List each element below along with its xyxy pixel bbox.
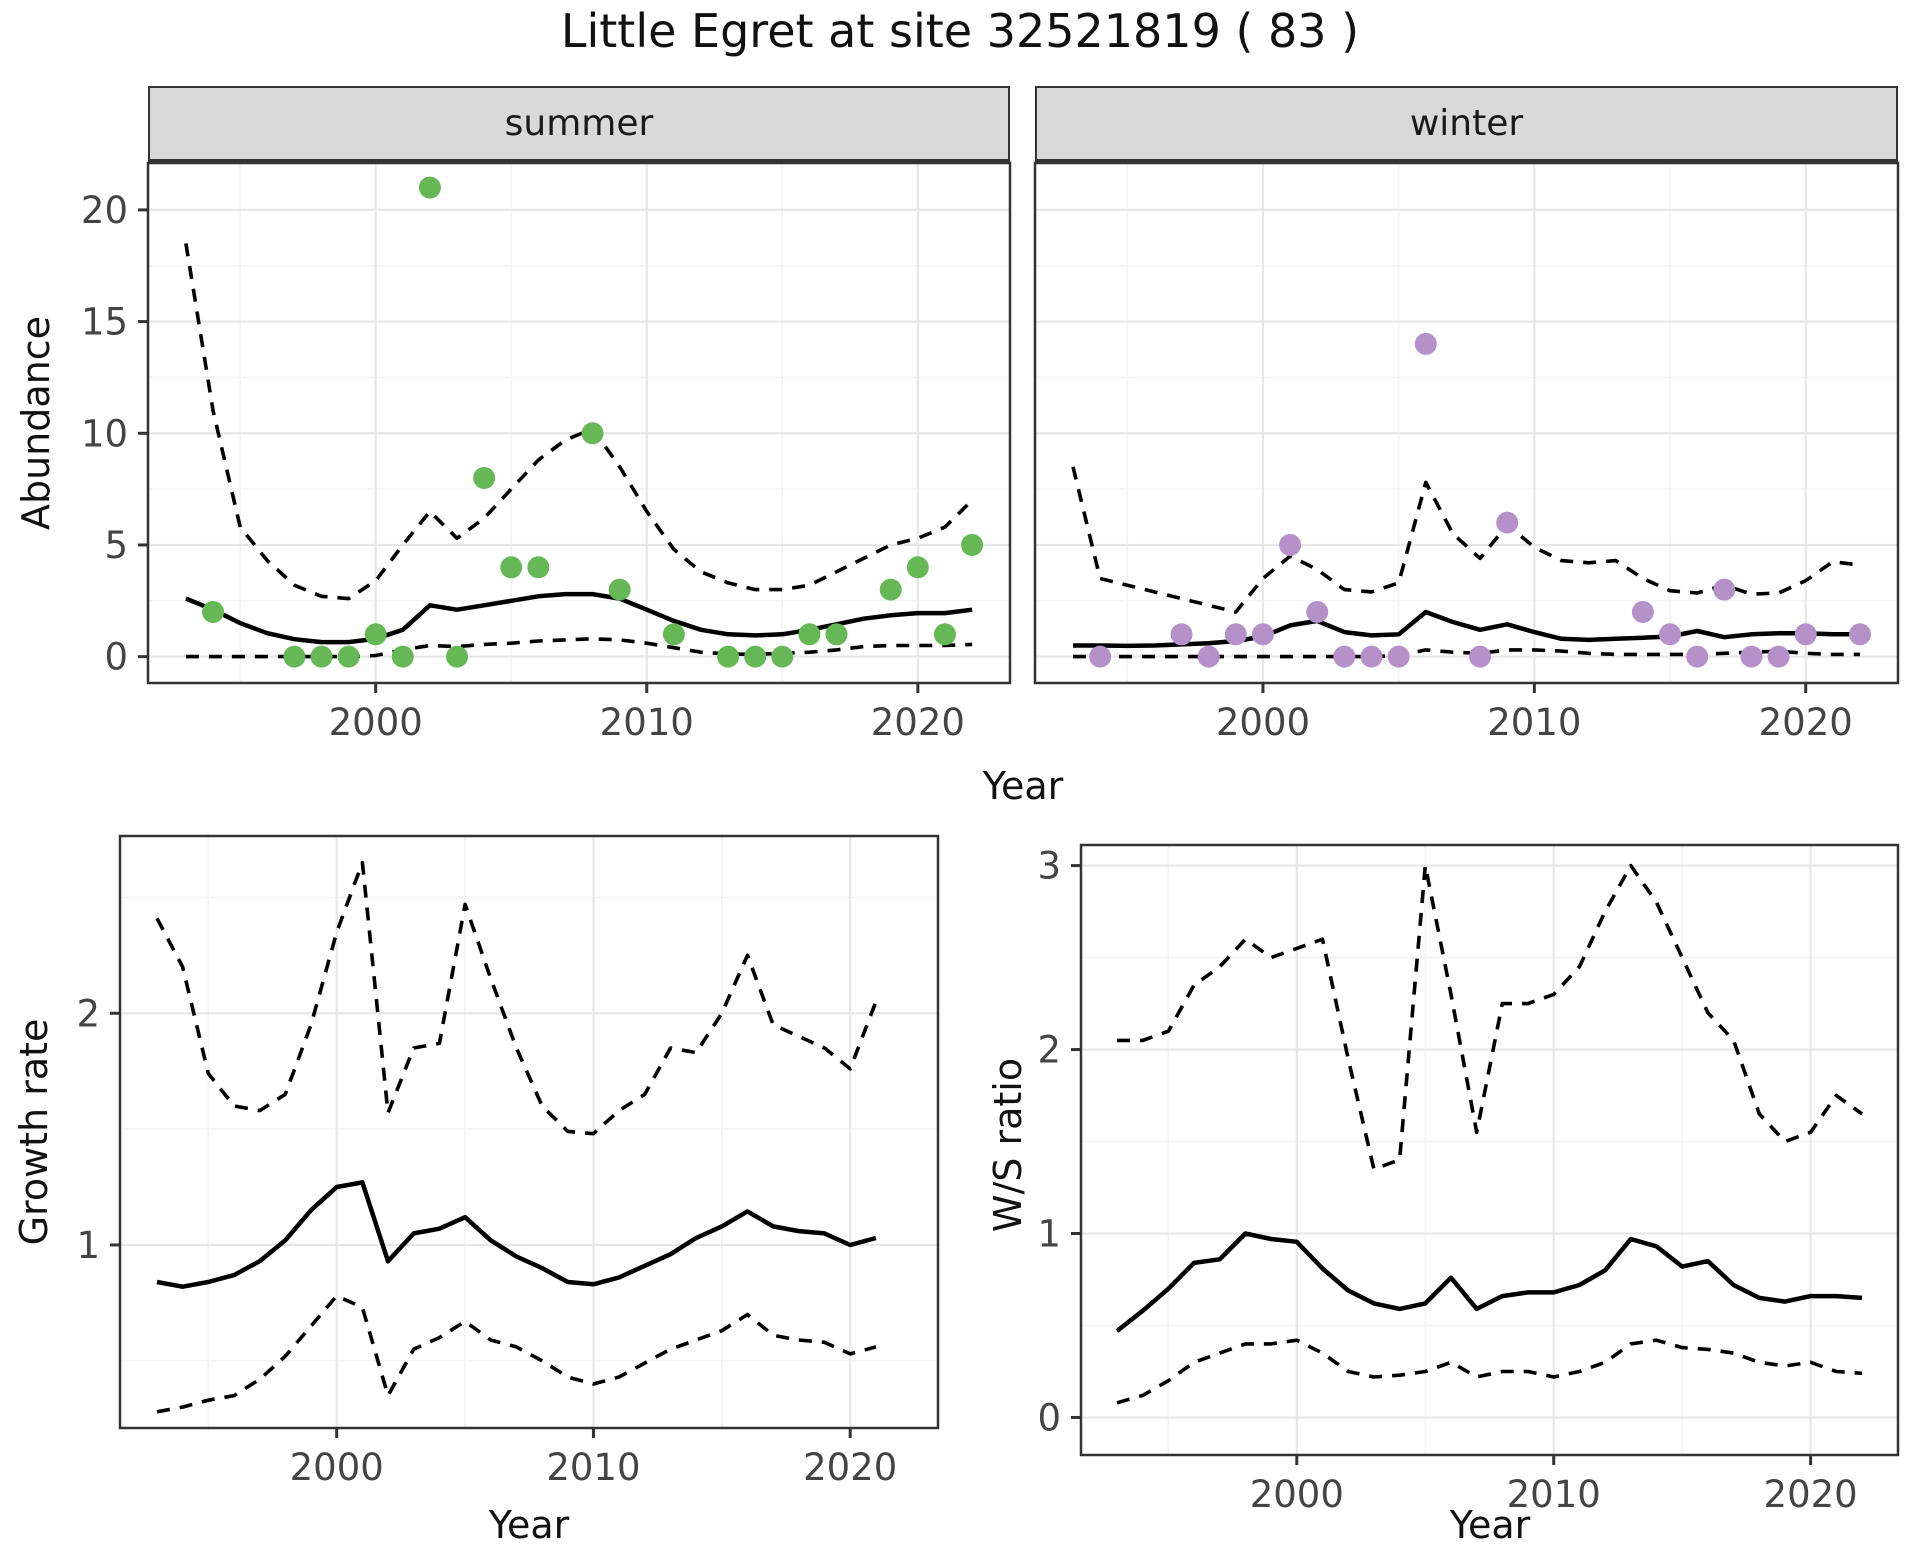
winter-x-tick-label: 2010: [1487, 701, 1581, 744]
ws-y-tick-label: 2: [1037, 1029, 1061, 1072]
summer-data-point: [798, 623, 821, 646]
summer-data-point: [446, 645, 469, 668]
summer-data-point: [825, 623, 848, 646]
panel-growth: 2000 2010 2020 1 2: [76, 834, 940, 1489]
summer-data-point: [717, 645, 740, 668]
ws-x-tick-label: 2020: [1764, 1473, 1858, 1516]
summer-data-point: [906, 556, 929, 579]
y-axis-title-ws-ratio: W/S ratio: [986, 1057, 1030, 1233]
winter-data-point: [1251, 623, 1274, 646]
summer-data-point: [391, 645, 414, 668]
ws-lower_ci-line: [1116, 1338, 1863, 1405]
winter-lower_ci-line: [1073, 648, 1860, 659]
x-axis-title-year-top: Year: [982, 764, 1064, 808]
summer-data-point: [310, 645, 333, 668]
winter-x-tick-label: 2020: [1759, 701, 1853, 744]
facet-strip-winter-label: winter: [1409, 103, 1524, 144]
winter-data-point: [1387, 645, 1410, 668]
winter-data-point: [1306, 600, 1329, 623]
summer-y-tick-label: 0: [104, 636, 128, 679]
facet-strip-winter: winter: [1035, 86, 1898, 163]
growth-x-tick-label: 2000: [290, 1446, 384, 1489]
chart-title: Little Egret at site 32521819 ( 83 ): [560, 4, 1360, 58]
summer-data-point: [581, 422, 604, 445]
summer-data-point: [364, 623, 387, 646]
ws-y-tick-label: 0: [1037, 1396, 1061, 1439]
summer-mean-line: [185, 591, 973, 645]
summer-data-point: [527, 556, 550, 579]
facet-strip-summer: summer: [148, 86, 1010, 163]
summer-y-tick-label: 20: [81, 189, 128, 232]
summer-data-point: [662, 623, 685, 646]
ws-y-tick-label: 1: [1037, 1213, 1061, 1256]
growth-lower_ci-line: [156, 1294, 877, 1414]
summer-x-tick-label: 2020: [871, 701, 965, 744]
winter-data-point: [1686, 645, 1709, 668]
summer-y-tick-label: 5: [104, 524, 128, 567]
summer-data-point: [283, 645, 306, 668]
summer-x-tick-label: 2000: [329, 701, 423, 744]
summer-data-point: [337, 645, 360, 668]
y-axis-title-abundance: Abundance: [14, 315, 58, 531]
facet-strip-summer-label: summer: [504, 103, 654, 144]
winter-data-point: [1740, 645, 1763, 668]
ws-x-tick-label: 2010: [1507, 1473, 1601, 1516]
summer-x-tick-label: 2010: [600, 701, 694, 744]
panel-winter: 2000 2010 2020: [1033, 161, 1900, 744]
x-axis-title-year-growth: Year: [488, 1503, 570, 1547]
growth-upper_ci-line: [155, 860, 878, 1136]
winter-data-point: [1469, 645, 1492, 668]
winter-data-point: [1224, 623, 1247, 646]
growth-x-tick-label: 2020: [803, 1446, 897, 1489]
winter-data-point: [1414, 332, 1437, 355]
winter-data-point: [1713, 578, 1736, 601]
growth-x-tick-label: 2010: [546, 1446, 640, 1489]
summer-upper_ci-line: [184, 243, 974, 601]
ws-mean-line: [1115, 1231, 1863, 1333]
summer-data-point: [202, 600, 225, 623]
winter-data-point: [1767, 645, 1790, 668]
winter-x-tick-label: 2000: [1216, 701, 1310, 744]
ws-x-tick-label: 2000: [1250, 1473, 1344, 1516]
summer-data-point: [473, 466, 496, 489]
panel-ws: 2000 2010 2020 0 1 2 3: [1037, 843, 1900, 1516]
winter-mean-line: [1073, 609, 1860, 649]
growth-y-tick-label: 2: [76, 992, 100, 1035]
winter-data-point: [1170, 623, 1193, 646]
winter-data-point: [1089, 645, 1112, 668]
winter-data-point: [1360, 645, 1383, 668]
summer-data-point: [744, 645, 767, 668]
summer-y-tick-label: 15: [81, 301, 128, 344]
winter-data-point: [1333, 645, 1356, 668]
winter-data-point: [1794, 623, 1817, 646]
summer-data-point: [961, 533, 984, 556]
summer-data-point: [608, 578, 631, 601]
winter-data-point: [1631, 600, 1654, 623]
summer-data-point: [418, 176, 441, 199]
winter-upper_ci-line: [1071, 466, 1861, 614]
summer-data-point: [879, 578, 902, 601]
y-axis-title-growth-rate: Growth rate: [12, 1018, 56, 1246]
summer-data-point: [771, 645, 794, 668]
summer-data-point: [500, 556, 523, 579]
winter-data-point: [1197, 645, 1220, 668]
summer-data-point: [933, 623, 956, 646]
winter-data-point: [1496, 511, 1519, 534]
summer-lower_ci-line: [185, 636, 973, 659]
winter-data-point: [1849, 623, 1872, 646]
growth-y-tick-label: 1: [76, 1224, 100, 1267]
winter-data-point: [1279, 533, 1302, 556]
growth-mean-line: [156, 1180, 877, 1289]
x-axis-title-year-ws: Year: [1449, 1503, 1531, 1547]
panel-summer: 2000 2010 2020 0 5 10 15 20: [81, 161, 1012, 744]
winter-data-point: [1659, 623, 1682, 646]
summer-y-tick-label: 10: [81, 412, 128, 455]
ws-y-tick-label: 3: [1037, 845, 1061, 888]
ws-upper_ci-line: [1117, 863, 1864, 1171]
